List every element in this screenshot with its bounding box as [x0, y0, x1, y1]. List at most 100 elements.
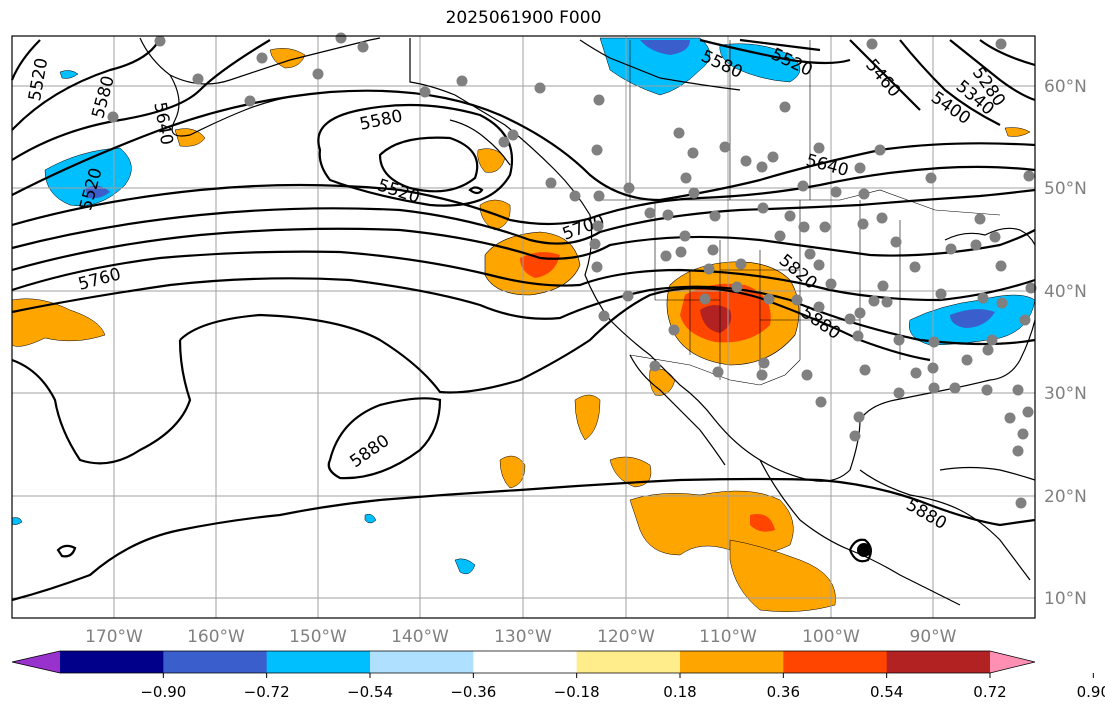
station-dot — [798, 221, 810, 233]
station-dot — [801, 369, 813, 381]
station-dot — [830, 186, 842, 198]
colorbar-tick-label: −0.90 — [140, 683, 186, 701]
station-dot — [849, 430, 861, 442]
station-dot — [154, 35, 166, 47]
colorbar-tick-label: 0.72 — [973, 683, 1006, 701]
station-dot — [893, 334, 905, 346]
colorbar-segment — [163, 651, 268, 673]
station-dot — [545, 177, 557, 189]
station-dot — [981, 384, 993, 396]
station-dot — [974, 213, 986, 225]
colorbar-segment — [370, 651, 474, 673]
station-dot — [876, 212, 888, 224]
colorbar-segment — [266, 651, 371, 673]
station-dot — [909, 261, 921, 273]
colorbar-segment — [576, 651, 681, 673]
station-dot — [763, 293, 775, 305]
station-dot — [719, 141, 731, 153]
lat-label: 30°N — [1044, 384, 1087, 404]
station-dot — [881, 296, 893, 308]
station-dot — [982, 344, 994, 356]
colorbar-segment — [60, 651, 164, 673]
colorbar-tick-label: 0.54 — [870, 683, 903, 701]
station-dot — [756, 161, 768, 173]
lon-label: 130°W — [494, 627, 552, 647]
station-dot — [791, 294, 803, 306]
lat-label: 20°N — [1044, 487, 1087, 507]
station-dot — [589, 238, 601, 250]
station-dot — [928, 382, 940, 394]
station-dot — [961, 354, 973, 366]
colorbar-tick-label: −0.36 — [450, 683, 496, 701]
station-dot — [758, 357, 770, 369]
station-dot — [890, 236, 902, 248]
colorbar-segment — [680, 651, 784, 673]
station-dot — [854, 162, 866, 174]
colorbar-extend-low — [12, 651, 60, 673]
station-dot — [858, 188, 870, 200]
station-dot — [680, 172, 692, 184]
station-dot — [935, 288, 947, 300]
station-dot — [928, 336, 940, 348]
station-dot — [866, 38, 878, 50]
station-dot — [874, 144, 886, 156]
station-dot — [868, 295, 880, 307]
station-dot — [740, 155, 752, 167]
station-dot — [703, 263, 715, 275]
station-dot — [1012, 445, 1024, 457]
station-dot — [673, 127, 685, 139]
lon-label: 140°W — [391, 627, 449, 647]
lat-label: 60°N — [1044, 77, 1087, 97]
station-dot — [927, 362, 939, 374]
station-dot — [844, 313, 856, 325]
longitude-labels: 170°W 160°W 150°W 140°W 130°W 120°W 110°… — [85, 627, 957, 647]
station-dot — [857, 218, 869, 230]
station-dot — [675, 246, 687, 258]
station-dot — [797, 180, 809, 192]
station-dot — [592, 220, 604, 232]
station-dot — [996, 297, 1008, 309]
station-dot — [853, 411, 865, 423]
station-dot — [687, 147, 699, 159]
station-dot — [662, 209, 674, 221]
colorbar-segment — [886, 651, 991, 673]
station-dot — [815, 396, 827, 408]
station-dot — [709, 210, 721, 222]
lon-label: 90°W — [910, 627, 957, 647]
station-dot — [649, 360, 661, 372]
station-dot — [679, 230, 691, 242]
station-dot — [852, 330, 864, 342]
station-dot — [1022, 406, 1034, 418]
station-dot — [735, 258, 747, 270]
station-dot — [456, 75, 468, 87]
station-dot — [813, 301, 825, 313]
lon-label: 110°W — [699, 627, 757, 647]
colorbar-segment — [783, 651, 888, 673]
station-dot — [945, 243, 957, 255]
lat-label: 40°N — [1044, 282, 1087, 302]
station-dot — [534, 82, 546, 94]
colorbar-segment — [473, 651, 578, 673]
station-dot — [859, 364, 871, 376]
station-dot — [893, 387, 905, 399]
station-dot — [1019, 314, 1031, 326]
lat-label: 10°N — [1044, 589, 1087, 609]
station-dot — [774, 230, 786, 242]
station-dot — [1015, 497, 1027, 509]
station-dot — [767, 151, 779, 163]
station-dot — [419, 86, 431, 98]
station-dot — [804, 248, 816, 260]
station-dot — [813, 142, 825, 154]
station-dot — [1023, 170, 1035, 182]
station-dot — [192, 73, 204, 85]
station-dot — [1004, 412, 1016, 424]
station-dot — [995, 260, 1007, 272]
station-dot — [498, 136, 510, 148]
station-markers — [107, 32, 1037, 557]
colorbar-tick-label: −0.72 — [244, 683, 290, 701]
colorbar-tick-label: 0.18 — [663, 683, 696, 701]
station-dot — [784, 210, 796, 222]
station-dot — [598, 310, 610, 322]
station-dot — [569, 190, 581, 202]
